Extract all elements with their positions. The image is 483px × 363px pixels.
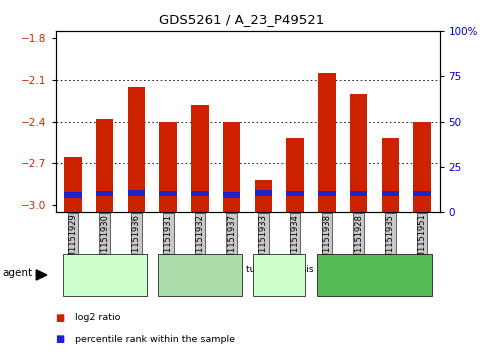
Bar bbox=[96, 119, 114, 212]
Bar bbox=[286, 138, 304, 212]
Bar bbox=[191, 105, 209, 212]
Bar bbox=[223, 192, 241, 198]
Bar bbox=[64, 156, 82, 212]
Bar bbox=[128, 190, 145, 196]
Bar bbox=[350, 191, 368, 196]
Bar bbox=[350, 94, 368, 212]
Bar bbox=[286, 191, 304, 196]
Text: log2 ratio: log2 ratio bbox=[75, 313, 120, 322]
Bar bbox=[128, 87, 145, 212]
Bar bbox=[223, 122, 241, 212]
Text: ■: ■ bbox=[56, 313, 65, 323]
Bar bbox=[96, 191, 114, 196]
Text: interleukin 13: interleukin 13 bbox=[168, 270, 232, 280]
Text: unstimulated: unstimulated bbox=[344, 270, 404, 280]
Text: GDS5261 / A_23_P49521: GDS5261 / A_23_P49521 bbox=[159, 13, 324, 26]
Text: agent: agent bbox=[2, 268, 32, 278]
Bar bbox=[191, 191, 209, 196]
Bar bbox=[413, 122, 431, 212]
Bar bbox=[159, 191, 177, 196]
Bar bbox=[64, 192, 82, 198]
Bar bbox=[255, 180, 272, 212]
Text: percentile rank within the sample: percentile rank within the sample bbox=[75, 335, 235, 344]
Bar bbox=[318, 73, 336, 212]
Bar bbox=[318, 191, 336, 196]
Bar bbox=[413, 191, 431, 196]
Bar bbox=[159, 122, 177, 212]
Bar bbox=[255, 190, 272, 196]
Bar bbox=[382, 138, 399, 212]
Bar bbox=[382, 191, 399, 196]
Text: tumor necrosis
factor-α: tumor necrosis factor-α bbox=[245, 265, 313, 285]
Text: ■: ■ bbox=[56, 334, 65, 344]
Text: interleukin 4: interleukin 4 bbox=[76, 270, 133, 280]
